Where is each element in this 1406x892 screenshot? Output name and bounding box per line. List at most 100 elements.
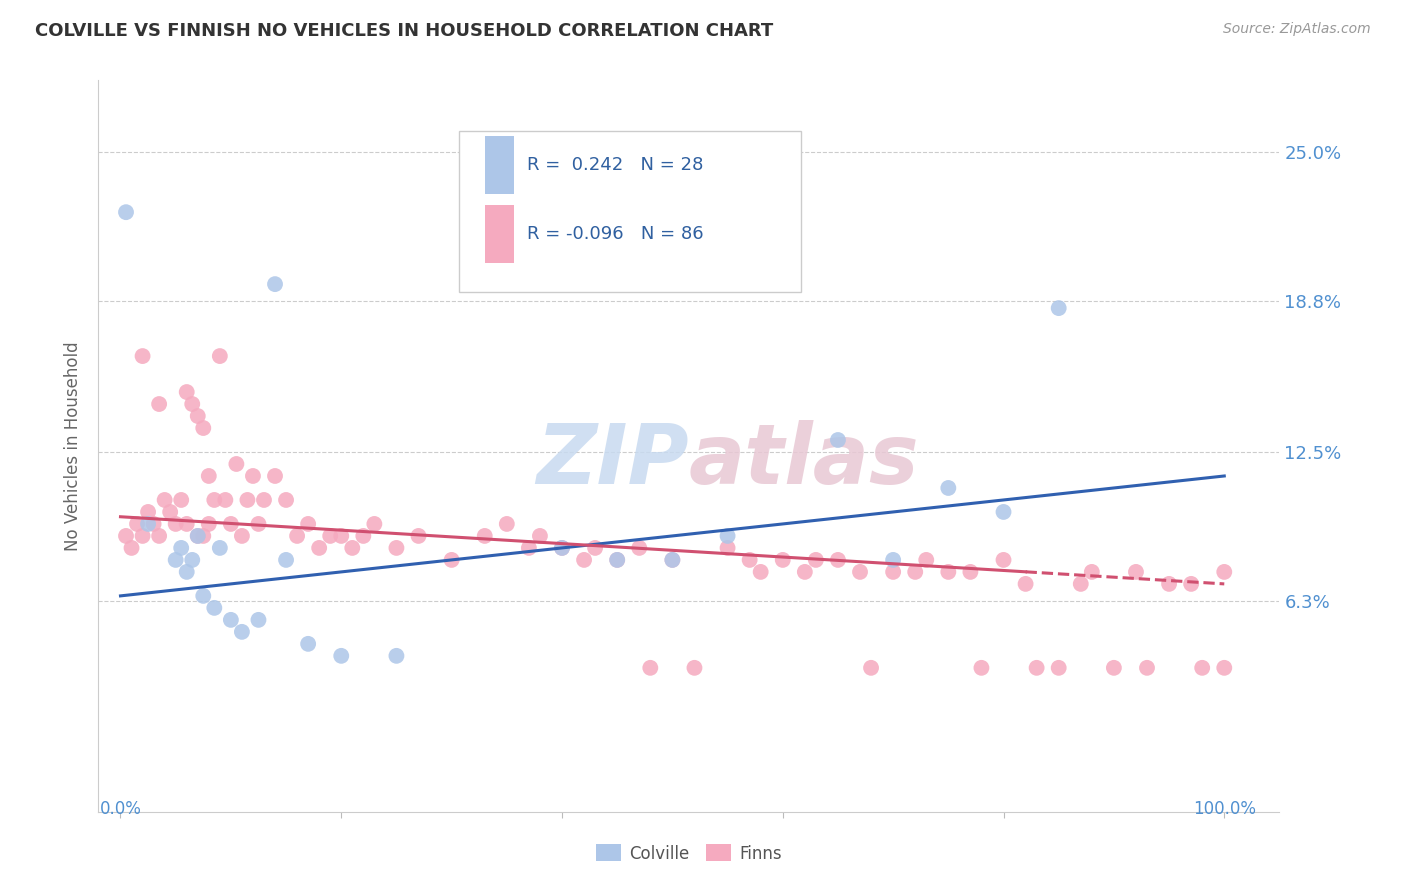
Point: [1070, 577, 1092, 591]
Point: [242, 469, 264, 483]
Text: ZIP: ZIP: [536, 420, 689, 501]
Point: [187, 409, 209, 423]
Point: [247, 613, 270, 627]
Text: atlas: atlas: [689, 420, 920, 501]
Text: 0.0%: 0.0%: [100, 800, 142, 818]
Point: [572, 553, 595, 567]
Point: [165, 553, 187, 567]
Point: [1025, 661, 1047, 675]
Point: [352, 529, 374, 543]
Point: [193, 589, 215, 603]
Point: [606, 553, 628, 567]
Point: [970, 661, 993, 675]
Point: [474, 529, 496, 543]
Point: [176, 385, 198, 400]
Point: [187, 529, 209, 543]
Text: Source: ZipAtlas.com: Source: ZipAtlas.com: [1223, 22, 1371, 37]
Point: [716, 541, 738, 555]
Point: [136, 516, 159, 531]
Point: [1213, 661, 1236, 675]
Point: [363, 516, 385, 531]
Point: [264, 277, 287, 292]
Point: [274, 492, 297, 507]
Point: [583, 541, 606, 555]
Point: [176, 516, 198, 531]
Point: [882, 553, 904, 567]
Point: [176, 565, 198, 579]
Point: [1047, 301, 1070, 315]
Point: [330, 648, 353, 663]
Point: [131, 349, 153, 363]
Point: [253, 492, 276, 507]
Point: [330, 529, 353, 543]
Point: [208, 349, 231, 363]
Point: [793, 565, 815, 579]
Point: [136, 505, 159, 519]
Point: [170, 492, 193, 507]
Point: [529, 529, 551, 543]
Point: [915, 553, 938, 567]
Point: [936, 481, 959, 495]
Point: [165, 516, 187, 531]
Point: [319, 529, 342, 543]
Point: [661, 553, 683, 567]
Point: [231, 624, 253, 639]
Point: [308, 541, 330, 555]
Y-axis label: No Vehicles in Household: No Vehicles in Household: [65, 341, 83, 551]
Point: [247, 516, 270, 531]
Point: [193, 529, 215, 543]
Point: [882, 565, 904, 579]
Legend: Colville, Finns: Colville, Finns: [589, 838, 789, 869]
Point: [159, 505, 181, 519]
Point: [231, 529, 253, 543]
Point: [628, 541, 651, 555]
Point: [297, 516, 319, 531]
Point: [1180, 577, 1202, 591]
FancyBboxPatch shape: [485, 204, 515, 263]
Point: [408, 529, 430, 543]
Point: [187, 529, 209, 543]
Text: COLVILLE VS FINNISH NO VEHICLES IN HOUSEHOLD CORRELATION CHART: COLVILLE VS FINNISH NO VEHICLES IN HOUSE…: [35, 22, 773, 40]
Point: [1102, 661, 1125, 675]
Point: [517, 541, 540, 555]
Point: [342, 541, 364, 555]
Point: [1157, 577, 1180, 591]
Point: [738, 553, 761, 567]
Point: [1136, 661, 1159, 675]
Point: [225, 457, 247, 471]
Text: 100.0%: 100.0%: [1192, 800, 1256, 818]
Point: [121, 541, 143, 555]
Point: [440, 553, 463, 567]
Point: [993, 505, 1015, 519]
Point: [385, 648, 408, 663]
Point: [959, 565, 981, 579]
Point: [551, 541, 574, 555]
Point: [198, 516, 221, 531]
Point: [860, 661, 883, 675]
Point: [170, 541, 193, 555]
Point: [115, 205, 138, 219]
Point: [297, 637, 319, 651]
Point: [1125, 565, 1147, 579]
Point: [993, 553, 1015, 567]
FancyBboxPatch shape: [458, 131, 801, 293]
Point: [936, 565, 959, 579]
Point: [904, 565, 927, 579]
Point: [1047, 661, 1070, 675]
Point: [214, 492, 236, 507]
Point: [1014, 577, 1036, 591]
Point: [193, 421, 215, 435]
Point: [683, 661, 706, 675]
Point: [115, 529, 138, 543]
Point: [198, 469, 221, 483]
Point: [827, 553, 849, 567]
Point: [640, 661, 662, 675]
Point: [142, 516, 165, 531]
Point: [236, 492, 259, 507]
Point: [208, 541, 231, 555]
Point: [148, 397, 170, 411]
Point: [181, 553, 204, 567]
Point: [716, 529, 738, 543]
Point: [804, 553, 827, 567]
Point: [131, 529, 153, 543]
